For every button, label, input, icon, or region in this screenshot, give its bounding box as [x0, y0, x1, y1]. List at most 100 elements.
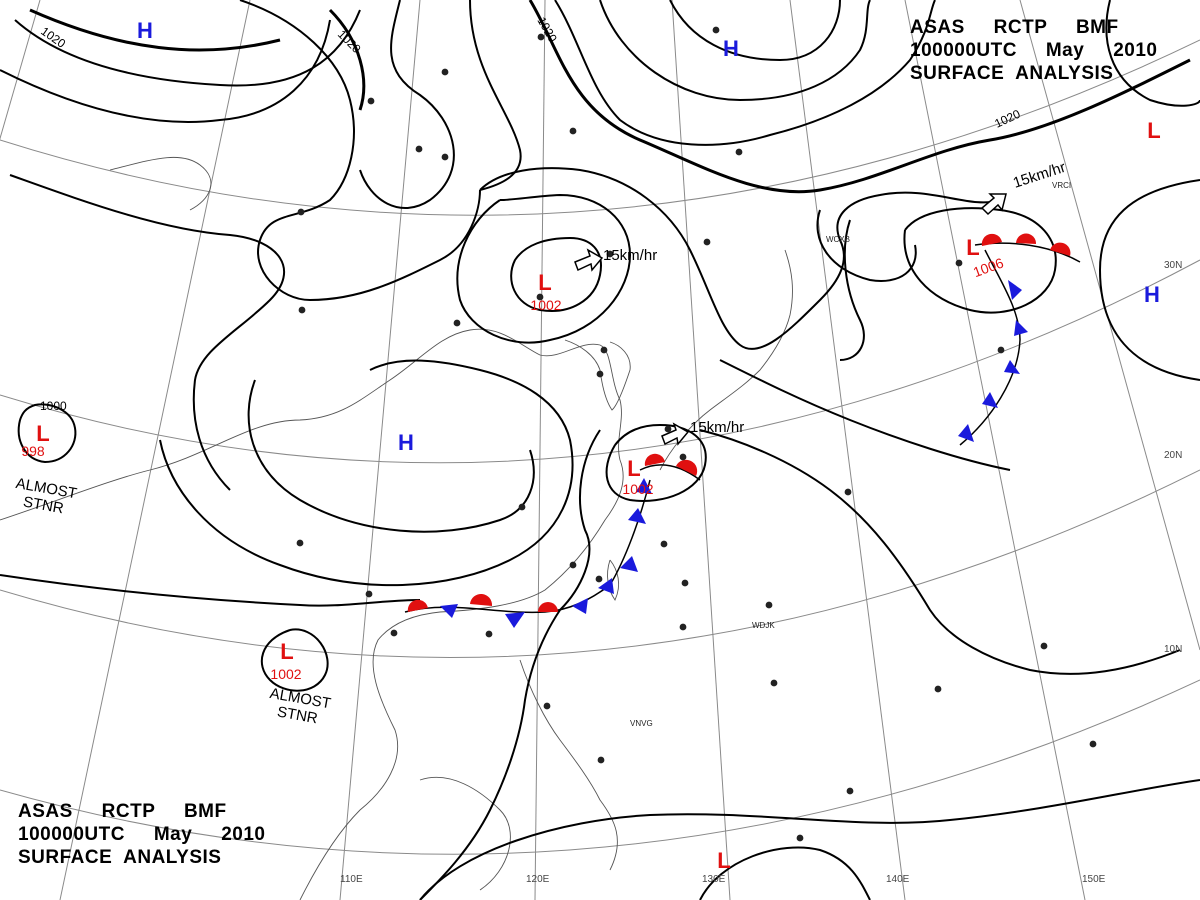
- footer-line-3: SURFACE ANALYSIS: [18, 847, 222, 868]
- station-marker: [365, 590, 373, 598]
- cold-front-triangle: [572, 598, 588, 614]
- station-marker: [415, 145, 423, 153]
- coastline-asia: [0, 328, 624, 900]
- station-marker: [660, 540, 668, 548]
- chart-header: ASAS RCTP BMF 100000UTC May 2010 SURFACE…: [910, 16, 1157, 85]
- station-marker: [796, 834, 804, 842]
- isobar-line: [260, 628, 329, 692]
- ship-call-sign: VRCI: [1052, 181, 1071, 190]
- low-pressure-marker: L: [717, 848, 730, 873]
- station-marker: [664, 425, 672, 433]
- isobar-line: [699, 429, 1181, 675]
- isobar-line: [469, 0, 522, 191]
- warm-front-semicircle: [644, 453, 665, 466]
- ship-call-sign: WCXB: [826, 235, 850, 244]
- station-marker: [955, 259, 963, 267]
- isobar-line: [699, 846, 871, 900]
- parallel-line: [0, 469, 1200, 658]
- isobar-line: [479, 167, 1001, 350]
- station-codes: WCXB VRCI WDJK VNVG: [630, 181, 1071, 728]
- cold-front-triangle: [440, 604, 458, 618]
- meridian-line: [789, 0, 906, 900]
- meridian-line: [904, 0, 1086, 900]
- station-marker: [997, 346, 1005, 354]
- warm-front-semicircle: [538, 602, 558, 612]
- coastline-borneo: [419, 776, 511, 891]
- warm-front-line: [639, 464, 701, 481]
- cold-front-triangle: [982, 392, 998, 408]
- coastline-japan: [659, 249, 793, 471]
- cold-front-triangle: [1008, 280, 1022, 300]
- low-pressure-marker: L: [627, 456, 640, 481]
- meridian-line: [1019, 0, 1200, 651]
- meridian-line: [534, 0, 546, 900]
- station-marker: [934, 685, 942, 693]
- cold-front-line: [959, 249, 1021, 446]
- movement-speed-label: 15km/hr: [603, 247, 657, 264]
- meridian-line: [339, 0, 421, 900]
- low-pressure-marker: L: [538, 270, 551, 295]
- isobar-line: [719, 359, 1011, 471]
- low-pressure-marker: L: [966, 235, 979, 260]
- parallel-line: [0, 259, 1200, 464]
- isobar-line: [599, 0, 871, 102]
- movement-arrow: [574, 248, 604, 272]
- warm-front-semicircle: [470, 593, 493, 606]
- coastlines: [0, 156, 793, 900]
- isobar-line: [328, 8, 366, 111]
- isobar-line: [359, 0, 455, 210]
- station-marker: [297, 208, 305, 216]
- latitude-label: 20N: [1164, 450, 1182, 461]
- station-marker: [569, 127, 577, 135]
- cold-front-triangle: [636, 478, 652, 494]
- warm-front-semicircle: [407, 599, 428, 612]
- isobar-line: [839, 219, 865, 361]
- coastline-coast-east: [109, 156, 212, 211]
- isobar-line: [554, 0, 936, 146]
- station-marker: [1089, 740, 1097, 748]
- isobar-line: [14, 9, 361, 87]
- longitude-label: 130E: [702, 874, 726, 885]
- isobar-line: [159, 359, 574, 587]
- low-pressure-marker: L: [36, 421, 49, 446]
- longitude-label: 140E: [886, 874, 910, 885]
- header-line-1: ASAS RCTP BMF: [910, 17, 1119, 38]
- station-marker: [536, 293, 544, 301]
- longitude-label: 150E: [1082, 874, 1106, 885]
- station-marker: [296, 539, 304, 547]
- station-marker: [679, 623, 687, 631]
- isobar-line: [510, 236, 602, 312]
- warm-front-semicircle: [1050, 242, 1071, 256]
- isobar-line: [239, 0, 481, 302]
- header-line-2: 100000UTC May 2010: [910, 40, 1158, 61]
- isobar-line: [816, 209, 917, 282]
- station-marker: [298, 306, 306, 314]
- coastline-philippines: [519, 659, 618, 871]
- ship-call-sign: VNVG: [630, 719, 653, 728]
- station-marker: [765, 601, 773, 609]
- movement-speed-label: 15km/hr: [690, 419, 744, 436]
- latitude-label: 10N: [1164, 644, 1182, 655]
- coordinate-labels: 30N 20N 10N 110E 120E 130E 140E 150E: [340, 260, 1182, 885]
- isobar-line: [528, 0, 1191, 194]
- cold-front-triangle: [505, 612, 525, 628]
- isobar-value-label: 1000: [40, 399, 67, 413]
- station-marker: [606, 250, 614, 258]
- station-marker: [441, 153, 449, 161]
- station-marker: [485, 630, 493, 638]
- station-marker: [770, 679, 778, 687]
- low-pressure-marker: L: [1147, 118, 1160, 143]
- station-marker: [712, 26, 720, 34]
- cold-front-triangle: [628, 508, 646, 524]
- low-pressure-value: 1002: [530, 297, 561, 313]
- high-pressure-marker: H: [398, 430, 414, 455]
- station-marker: [844, 488, 852, 496]
- station-marker: [441, 68, 449, 76]
- isobar-line: [29, 8, 281, 52]
- low-pressure-value: 1002: [270, 666, 301, 682]
- station-marker: [600, 346, 608, 354]
- station-marker: [679, 453, 687, 461]
- isobar-line: [0, 19, 331, 123]
